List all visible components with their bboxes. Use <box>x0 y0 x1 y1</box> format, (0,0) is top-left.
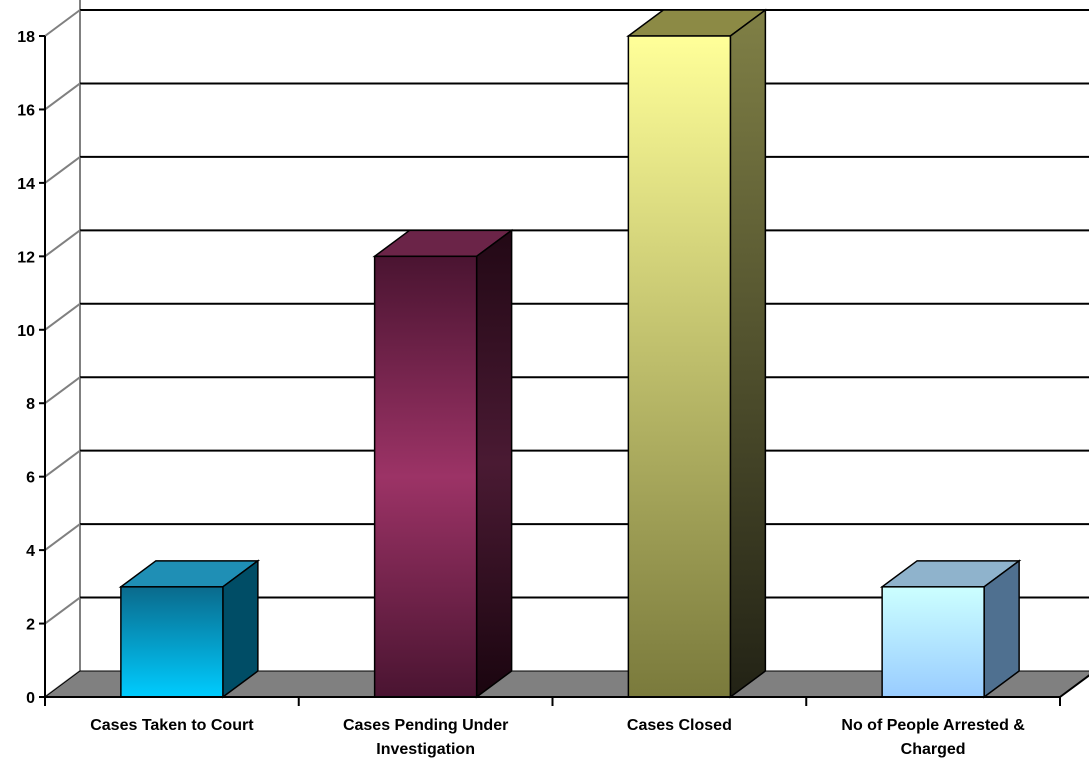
bar <box>372 228 514 699</box>
bar <box>118 559 261 699</box>
gridline-depth-edge <box>44 229 81 258</box>
y-tick-label: 14 <box>17 176 35 193</box>
bar-front-face <box>120 586 224 698</box>
x-category-label-line: Cases Closed <box>627 717 732 734</box>
bar <box>626 8 768 699</box>
bar-front-face <box>881 586 985 698</box>
x-category-label: Cases Closed <box>627 717 732 734</box>
x-category-label: No of People Arrested & Charged <box>841 717 1025 758</box>
x-category-label-line: Investigation <box>376 741 475 758</box>
x-axis: Cases Taken to Court Cases Pending Under I… <box>44 674 1089 758</box>
bars <box>118 8 1022 699</box>
y-tick-label: 4 <box>26 543 35 560</box>
x-category-label: Cases Taken to Court <box>90 717 254 734</box>
bar <box>879 559 1022 699</box>
x-category-label-line: Charged <box>901 741 966 758</box>
y-tick-label: 2 <box>26 617 35 634</box>
bar-side-face <box>475 228 513 699</box>
gridline-depth-edge <box>44 596 81 625</box>
x-category-label-line: Cases Pending Under <box>343 717 508 734</box>
gridline-depth-edge <box>44 302 81 331</box>
gridline-depth-edge <box>44 376 81 405</box>
gridline-depth-edge <box>44 156 81 184</box>
y-tick-label: 0 <box>26 690 35 707</box>
bar-side-face <box>729 8 767 699</box>
x-category-label-line: Cases Taken to Court <box>90 717 254 734</box>
gridline-depth-edge <box>44 82 81 111</box>
y-tick-label: 16 <box>17 102 35 119</box>
gridline-depth-edge <box>44 449 81 478</box>
x-axis-depth-edge <box>1059 674 1089 698</box>
y-tick-label: 8 <box>26 396 35 413</box>
y-tick-label: 12 <box>17 249 35 266</box>
bar-front-face <box>627 35 732 698</box>
x-category-label: Cases Pending Under Investigation <box>343 717 508 758</box>
x-category-label-line: No of People Arrested & <box>841 717 1025 734</box>
y-axis: 0 2 4 6 8 10 12 14 16 18 <box>17 29 46 707</box>
y-tick-label: 6 <box>26 470 35 487</box>
gridline-depth-edge <box>44 523 81 551</box>
y-tick-label: 10 <box>17 323 35 340</box>
bar-front-face <box>373 255 478 698</box>
y-tick-label: 18 <box>17 29 35 46</box>
gridline-depth-edge <box>44 9 81 37</box>
